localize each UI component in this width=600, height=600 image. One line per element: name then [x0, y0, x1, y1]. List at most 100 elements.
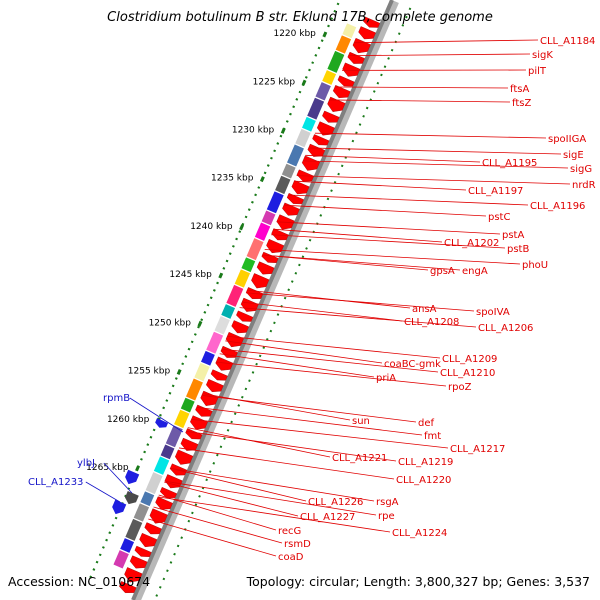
gene-label-CLL_A1219: CLL_A1219: [398, 457, 453, 468]
forward-gene-arrow: [195, 404, 213, 417]
feature-color-block: [125, 518, 143, 541]
gene-label-ftsA: ftsA: [510, 84, 529, 95]
gene-label-leader: [348, 53, 531, 57]
forward-gene-arrow: [327, 96, 346, 112]
forward-gene-arrow: [286, 193, 304, 205]
gene-label-CLL_A1202: CLL_A1202: [444, 238, 499, 249]
reverse-gene-arrow: [125, 469, 140, 485]
genome-summary-text: Topology: circular; Length: 3,800,327 bp…: [246, 574, 590, 589]
gene-label-leader: [273, 228, 443, 243]
forward-gene-arrow: [206, 379, 224, 393]
gene-label-CLL_A1233: CLL_A1233: [28, 477, 83, 488]
gene-label-leader: [329, 99, 511, 103]
map-title: Clostridium botulinum B str. Eklund 17B,…: [107, 10, 493, 25]
scale-tick-label: 1220 kbp: [273, 29, 316, 39]
feature-color-block: [246, 238, 264, 261]
gene-label-leader: [178, 447, 395, 480]
gene-label-CLL_A1208: CLL_A1208: [404, 317, 459, 328]
gene-label-gpsA: gpsA: [430, 266, 455, 277]
gene-label-pstA: pstA: [502, 230, 524, 241]
gene-label-ftsZ: ftsZ: [512, 98, 531, 109]
gene-label-leader: [276, 221, 501, 235]
gene-label-leader: [227, 335, 441, 359]
scale-tick-mark: [135, 465, 140, 472]
gene-label-pstB: pstB: [507, 244, 529, 255]
gene-label-leader: [308, 147, 562, 155]
reverse-gene-arrow: [112, 499, 127, 515]
gene-label-CLL_A1217: CLL_A1217: [450, 444, 505, 455]
gene-label-leader: [296, 175, 571, 185]
gene-label-coaBC-gmk: coaBC-gmk: [384, 359, 441, 370]
forward-gene-arrow: [256, 261, 275, 275]
forward-gene-arrow: [210, 369, 228, 381]
feature-color-block: [322, 70, 337, 85]
gene-label-sigK: sigK: [532, 50, 553, 61]
forward-gene-arrow: [332, 85, 351, 99]
forward-gene-arrow: [144, 522, 162, 535]
gene-label-rpoZ: rpoZ: [448, 382, 472, 393]
accession-text: Accession: NC_010674: [8, 574, 151, 589]
gene-label-CLL_A1196: CLL_A1196: [530, 201, 585, 212]
scale-tick-label: 1260 kbp: [107, 415, 150, 425]
gene-label-ansA: ansA: [412, 304, 437, 315]
feature-color-block: [206, 331, 224, 354]
gene-label-leader: [221, 348, 439, 373]
gene-label-leader: [302, 160, 569, 169]
gene-label-CLL_A1197: CLL_A1197: [468, 186, 523, 197]
feature-color-block: [307, 97, 325, 120]
scale-tick-mark: [176, 369, 182, 375]
forward-gene-arrow: [240, 297, 259, 312]
gene-label-leader: [164, 480, 377, 516]
feature-color-block: [194, 362, 210, 382]
gene-label-engA: engA: [462, 266, 488, 277]
gene-label-rsmD: rsmD: [284, 539, 311, 550]
gene-label-leader: [353, 39, 539, 44]
scale-tick-label: 1225 kbp: [253, 77, 296, 87]
scale-tick-label: 1250 kbp: [149, 318, 192, 328]
gene-label-CLL_A1224: CLL_A1224: [392, 528, 447, 539]
gene-label-CLL_A1206: CLL_A1206: [478, 323, 533, 334]
gene-label-leader: [170, 467, 307, 502]
feature-color-block: [266, 191, 284, 214]
feature-color-block: [174, 409, 190, 429]
forward-gene-arrow: [316, 121, 335, 136]
forward-gene-arrow: [312, 134, 330, 146]
feature-color-block: [335, 35, 352, 54]
forward-gene-arrow: [347, 51, 365, 64]
gene-dotted-track: [153, 7, 412, 600]
gene-label-leader: [294, 180, 467, 191]
gene-label-CLL_A1220: CLL_A1220: [396, 475, 451, 486]
scale-tick-label: 1235 kbp: [211, 174, 254, 184]
forward-gene-arrow: [301, 155, 321, 171]
gene-label-ylbJ: ylbJ: [77, 458, 95, 469]
feature-color-block: [153, 456, 170, 475]
forward-gene-arrow: [352, 37, 371, 54]
feature-color-block: [180, 397, 195, 413]
feature-color-block: [241, 257, 256, 273]
forward-gene-arrow: [291, 180, 310, 195]
gene-label-leader: [196, 406, 423, 436]
feature-color-block: [275, 175, 291, 195]
gene-label-leader: [283, 204, 487, 217]
gene-label-spoIVA: spoIVA: [476, 307, 510, 318]
forward-gene-arrow: [342, 62, 361, 77]
scale-tick-label: 1240 kbp: [190, 222, 233, 232]
forward-gene-arrow: [149, 508, 168, 524]
feature-color-block: [214, 316, 230, 335]
scale-tick-label: 1245 kbp: [169, 270, 212, 280]
gene-label-leader: [187, 427, 331, 458]
forward-gene-arrow: [322, 110, 340, 123]
gene-label-leader: [153, 506, 283, 544]
gene-label-CLL_A1226: CLL_A1226: [308, 497, 363, 508]
feature-color-block: [254, 222, 271, 241]
gene-label-CLL_A1227: CLL_A1227: [300, 512, 355, 523]
feature-color-block: [165, 425, 183, 448]
gene-label-leader: [225, 340, 383, 364]
forward-features: [113, 16, 381, 593]
gene-label-leader: [158, 494, 277, 531]
forward-gene-arrow: [358, 26, 376, 40]
reverse-gene-arrow: [124, 490, 139, 505]
gene-label-phoU: phoU: [522, 260, 548, 271]
